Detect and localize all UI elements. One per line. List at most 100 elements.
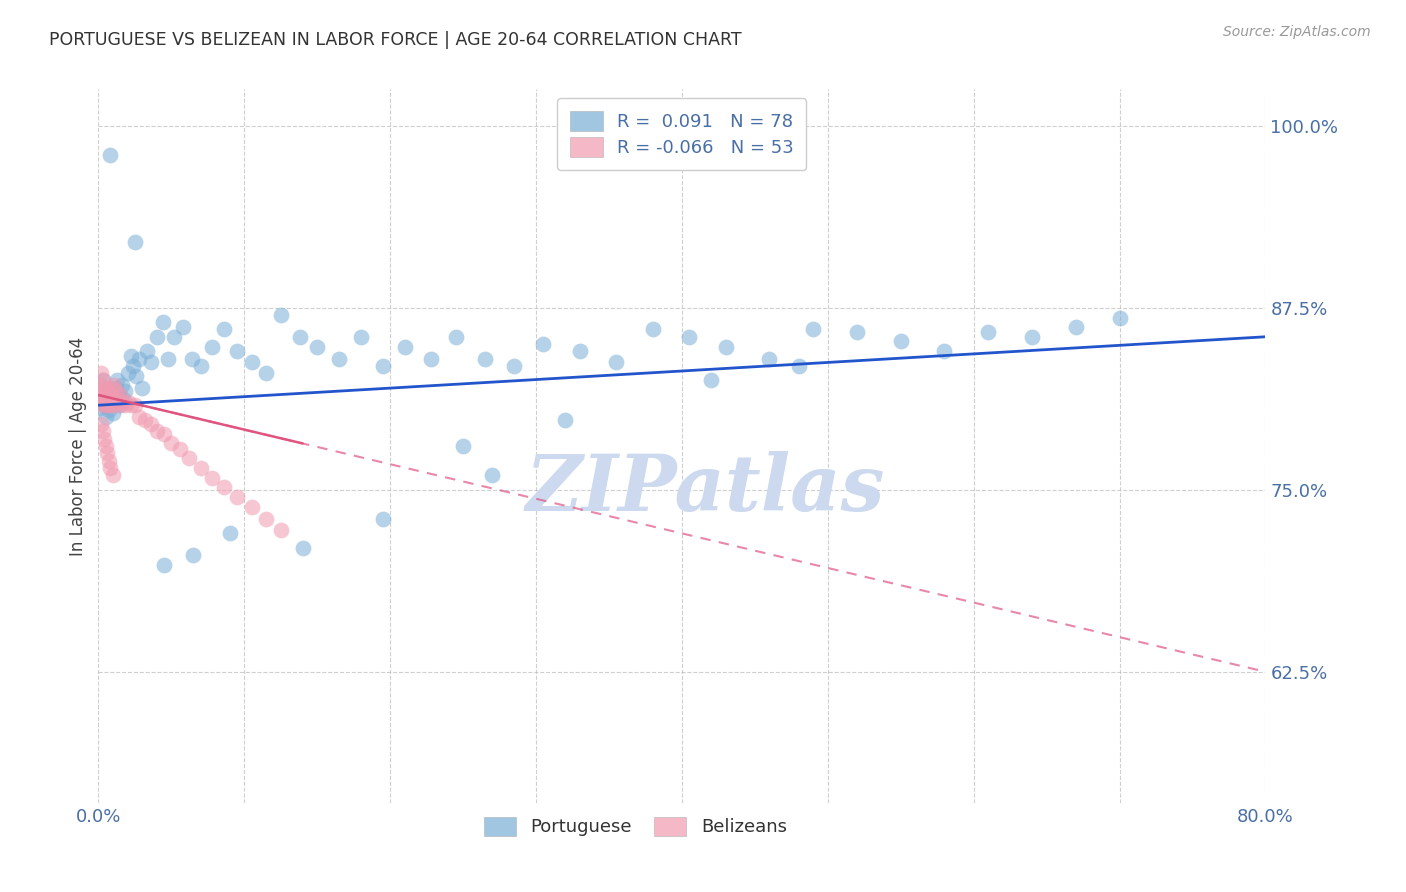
Point	[96, 388, 118, 402]
Point	[96, 381, 118, 395]
Point	[90, 393, 112, 408]
Point	[371, 512, 394, 526]
Point	[131, 381, 153, 395]
Point	[103, 377, 125, 392]
Point	[240, 500, 263, 515]
Point	[157, 351, 180, 366]
Point	[160, 436, 183, 450]
Point	[474, 351, 496, 366]
Point	[96, 392, 118, 407]
Point	[98, 388, 121, 402]
Point	[270, 308, 292, 322]
Point	[91, 374, 114, 388]
Point	[94, 398, 117, 412]
Point	[890, 334, 912, 348]
Text: ZIPatlas: ZIPatlas	[526, 450, 884, 527]
Point	[94, 388, 117, 402]
Point	[120, 349, 142, 363]
Point	[254, 512, 277, 526]
Point	[93, 381, 115, 395]
Point	[177, 450, 200, 465]
Point	[503, 359, 526, 373]
Point	[1064, 319, 1087, 334]
Point	[801, 322, 824, 336]
Point	[105, 374, 128, 388]
Point	[451, 439, 474, 453]
Point	[104, 381, 127, 395]
Point	[110, 388, 132, 402]
Point	[101, 405, 124, 419]
Point	[93, 432, 115, 446]
Point	[201, 471, 224, 485]
Point	[180, 351, 202, 366]
Point	[554, 413, 576, 427]
Point	[394, 340, 416, 354]
Point	[291, 541, 314, 555]
Point	[91, 384, 114, 398]
Point	[93, 392, 115, 407]
Point	[93, 398, 115, 412]
Point	[98, 147, 121, 161]
Point	[169, 442, 191, 456]
Point	[934, 344, 956, 359]
Point	[139, 417, 162, 432]
Point	[240, 354, 263, 368]
Point	[134, 413, 156, 427]
Point	[307, 340, 329, 354]
Point	[218, 526, 240, 541]
Point	[481, 468, 503, 483]
Point	[254, 366, 277, 380]
Point	[105, 392, 128, 407]
Text: Source: ZipAtlas.com: Source: ZipAtlas.com	[1223, 25, 1371, 39]
Point	[531, 337, 554, 351]
Point	[1108, 310, 1130, 325]
Point	[117, 395, 139, 409]
Point	[100, 381, 122, 395]
Point	[128, 409, 150, 424]
Point	[100, 392, 122, 407]
Point	[101, 398, 124, 412]
Point	[122, 359, 145, 373]
Point	[328, 351, 350, 366]
Point	[201, 340, 224, 354]
Point	[96, 446, 118, 460]
Point	[114, 384, 136, 398]
Point	[91, 398, 114, 412]
Point	[101, 468, 124, 483]
Point	[568, 344, 591, 359]
Point	[94, 439, 117, 453]
Point	[139, 354, 162, 368]
Point	[153, 427, 176, 442]
Point	[108, 388, 131, 402]
Point	[112, 392, 135, 407]
Point	[135, 344, 157, 359]
Point	[128, 351, 150, 366]
Point	[94, 409, 117, 424]
Point	[89, 377, 111, 392]
Point	[120, 398, 142, 412]
Point	[758, 351, 780, 366]
Point	[288, 330, 311, 344]
Point	[110, 398, 132, 412]
Point	[104, 384, 127, 398]
Point	[111, 377, 134, 392]
Point	[91, 395, 114, 409]
Point	[1021, 330, 1043, 344]
Point	[212, 480, 235, 494]
Point	[270, 524, 292, 538]
Point	[103, 386, 125, 401]
Point	[977, 326, 1000, 340]
Point	[641, 322, 664, 336]
Point	[97, 384, 120, 398]
Point	[146, 425, 169, 439]
Point	[371, 359, 394, 373]
Point	[605, 354, 627, 368]
Point	[444, 330, 467, 344]
Point	[100, 395, 122, 409]
Legend: Portuguese, Belizeans: Portuguese, Belizeans	[472, 805, 797, 847]
Point	[90, 366, 112, 380]
Point	[125, 369, 148, 384]
Point	[97, 453, 120, 467]
Point	[678, 330, 700, 344]
Point	[114, 398, 136, 412]
